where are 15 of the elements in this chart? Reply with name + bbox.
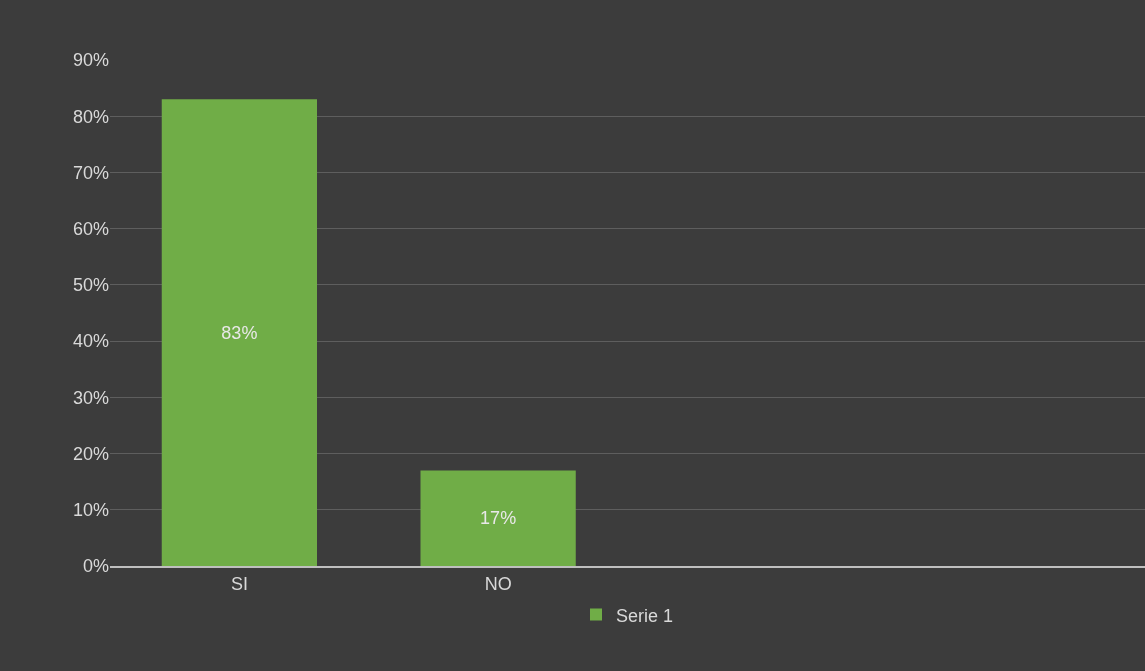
y-tick-label: 20% xyxy=(72,443,109,464)
y-tick-label: 80% xyxy=(72,106,109,127)
y-tick-label: 50% xyxy=(72,275,109,296)
y-tick-label: 60% xyxy=(72,218,109,239)
x-tick-label: SI xyxy=(230,573,248,594)
y-tick-label: 10% xyxy=(72,500,109,521)
data-label: 83% xyxy=(221,322,258,343)
y-tick-label: 90% xyxy=(72,50,109,71)
y-tick-label: 40% xyxy=(72,331,109,352)
legend-label: Serie 1 xyxy=(616,605,674,626)
y-tick-label: 0% xyxy=(82,556,109,577)
data-label: 17% xyxy=(480,508,517,529)
y-tick-label: 70% xyxy=(72,162,109,183)
y-tick-label: 30% xyxy=(72,387,109,408)
x-tick-label: NO xyxy=(484,573,512,594)
